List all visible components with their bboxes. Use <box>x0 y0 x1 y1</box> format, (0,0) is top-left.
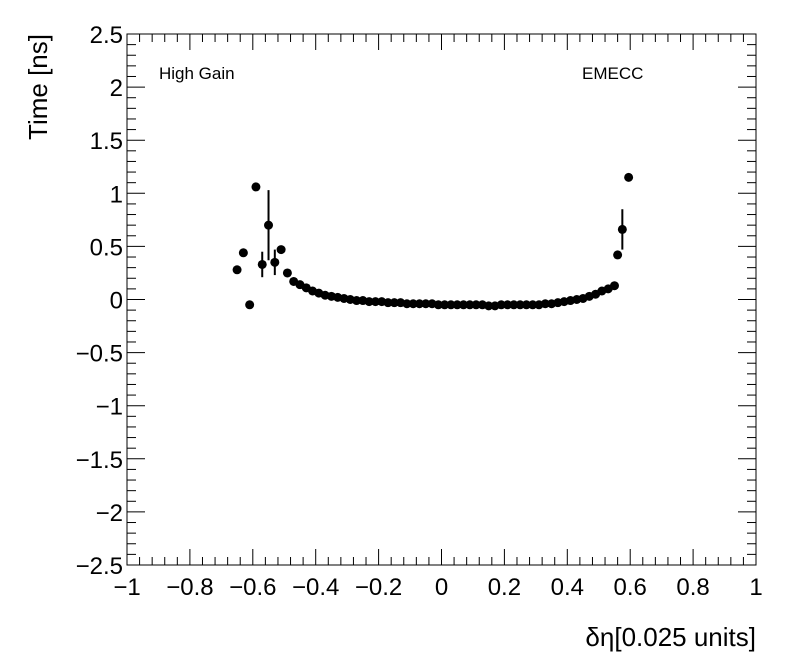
data-point <box>276 245 286 255</box>
data-point <box>484 301 494 311</box>
data-point <box>251 182 261 192</box>
y-tick-label: −0.5 <box>76 341 123 368</box>
data-point <box>515 300 525 310</box>
y-tick-label: 0 <box>110 288 123 315</box>
data-point <box>383 298 393 308</box>
x-tick-label: 0.4 <box>551 574 584 601</box>
data-point <box>238 248 248 258</box>
y-tick-label: 2.5 <box>90 22 123 49</box>
data-point <box>414 299 424 309</box>
data-point <box>496 300 506 310</box>
y-tick-label: 2 <box>110 75 123 102</box>
data-point <box>245 300 255 310</box>
annotation-emecc: EMECC <box>582 64 643 83</box>
x-tick-label: 0.2 <box>488 574 521 601</box>
data-point <box>609 281 619 291</box>
data-point <box>232 265 242 275</box>
data-point <box>624 172 634 182</box>
x-tick-label: −0.8 <box>166 574 213 601</box>
data-series <box>232 172 634 311</box>
data-point <box>471 300 481 310</box>
data-point <box>452 300 462 310</box>
annotation-high-gain: High Gain <box>159 64 235 83</box>
x-tick-label: 0.8 <box>676 574 709 601</box>
y-tick-label: 1 <box>110 181 123 208</box>
data-point <box>540 299 550 309</box>
y-tick-label: −1 <box>96 394 123 421</box>
data-point <box>433 300 443 310</box>
x-tick-label: 1 <box>749 574 762 601</box>
data-point <box>503 300 513 310</box>
data-point <box>421 299 431 309</box>
tick-label-group: −1 −0.8 −0.6 −0.4 −0.2 0 0.2 0.4 0.6 0.8 1 −2.5 −2 −1… <box>76 22 763 601</box>
data-point <box>465 300 475 310</box>
x-axis-title: δη[0.025 units] <box>585 622 756 652</box>
data-point <box>370 297 380 307</box>
data-point <box>408 299 418 309</box>
x-tick-label: −0.2 <box>355 574 402 601</box>
x-tick-label: −0.4 <box>292 574 339 601</box>
y-tick-label: −2 <box>96 500 123 527</box>
data-point <box>446 300 456 310</box>
data-point <box>257 259 267 269</box>
data-point <box>389 298 399 308</box>
x-tick-label: −0.6 <box>229 574 276 601</box>
data-point <box>509 300 519 310</box>
data-point <box>282 268 292 278</box>
data-point <box>440 300 450 310</box>
data-point <box>402 299 412 309</box>
data-point <box>521 300 531 310</box>
y-tick-label: −2.5 <box>76 553 123 580</box>
x-tick-label: −1 <box>113 574 140 601</box>
x-tick-label: 0.6 <box>614 574 647 601</box>
data-point <box>352 296 362 306</box>
y-axis-title: Time [ns] <box>23 34 53 140</box>
data-point <box>270 257 280 267</box>
data-point <box>617 224 627 234</box>
y-tick-label: 1.5 <box>90 128 123 155</box>
x-tick-label: 0 <box>435 574 448 601</box>
data-point <box>613 250 623 260</box>
y-tick-label: 0.5 <box>90 234 123 261</box>
plot-frame <box>126 33 757 566</box>
y-tick-label: −1.5 <box>76 447 123 474</box>
data-point <box>264 220 274 230</box>
tick-group <box>126 33 757 566</box>
data-point <box>528 300 538 310</box>
data-point <box>364 297 374 307</box>
data-point <box>459 300 469 310</box>
